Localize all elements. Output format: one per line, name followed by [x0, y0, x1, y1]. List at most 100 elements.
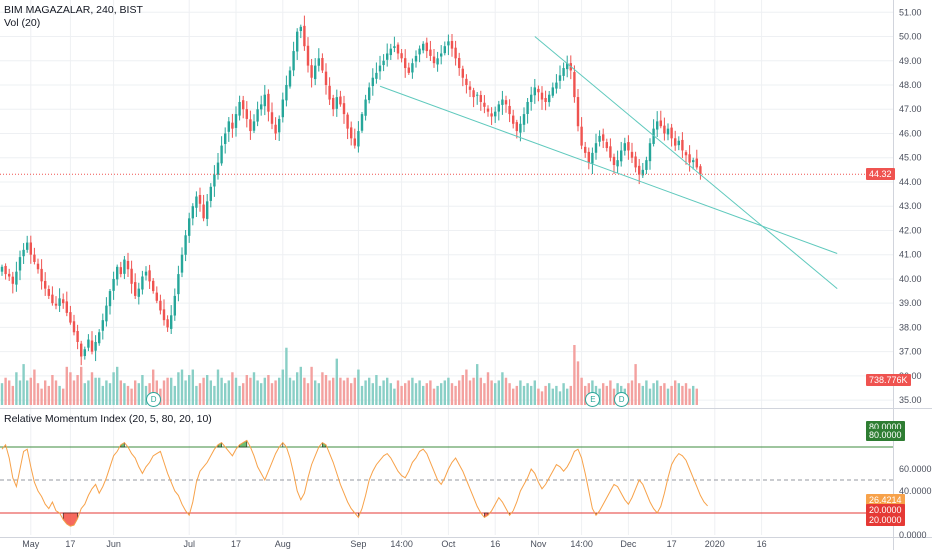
candle-body [274, 124, 277, 134]
time-tick-label: Jul [183, 539, 195, 549]
candle-body [144, 271, 148, 276]
candle-body [627, 142, 630, 151]
volume-bar [65, 366, 68, 405]
candle-body [616, 160, 619, 167]
time-tick-label: Sep [350, 539, 366, 549]
candle-body [501, 99, 504, 105]
volume-bar [411, 377, 414, 405]
time-tick-label: 17 [231, 539, 241, 549]
candle-body [224, 133, 227, 145]
volume-bar [490, 380, 493, 405]
candle-body [234, 114, 238, 128]
candle-body [450, 40, 454, 49]
candle-body [677, 140, 680, 146]
candle-body [454, 47, 457, 59]
time-tick-label: 14:00 [570, 539, 593, 549]
volume-bar [677, 383, 680, 405]
volume-bar [486, 372, 490, 405]
volume-bar [47, 385, 50, 405]
candle-body [612, 156, 616, 165]
volume-bar [227, 380, 230, 405]
candle-body [335, 97, 338, 109]
candle-body [321, 58, 324, 71]
candle-body [101, 320, 104, 331]
volume-bar [90, 372, 94, 405]
volume-bar [220, 377, 223, 405]
event-badge[interactable]: D [146, 392, 162, 407]
volume-bar [173, 385, 176, 405]
volume-bar [418, 380, 421, 405]
candle-body [328, 85, 331, 100]
volume-bar [8, 380, 11, 405]
candle-body [353, 138, 356, 146]
volume-bar [389, 383, 392, 405]
volume-bar [494, 383, 497, 405]
volume-bar [249, 377, 252, 405]
volume-bar [465, 369, 468, 405]
volume-bar [357, 369, 360, 405]
volume-bar [285, 347, 288, 405]
volume-bar [645, 380, 648, 405]
candle-body [90, 340, 94, 352]
volume-bar [346, 377, 349, 405]
volume-bar [51, 375, 54, 405]
volume-bar [188, 375, 191, 405]
rmi-high-tag: 80.0000 [866, 429, 905, 441]
volume-bar [108, 383, 112, 405]
candle-body [26, 242, 29, 250]
rmi-low-tag: 20.0000 [866, 514, 905, 526]
candle-body [540, 92, 544, 100]
volume-bar [339, 377, 342, 405]
price-tick-label: 48.00 [899, 80, 922, 90]
candle-body [555, 82, 558, 89]
candle-body [519, 123, 522, 133]
candle-body [216, 162, 220, 175]
time-tick-label: Oct [441, 539, 456, 549]
candle-body [40, 268, 43, 282]
volume-bar [382, 380, 385, 405]
volume-bar [422, 385, 425, 405]
candle-body [425, 42, 428, 52]
candle-body [126, 260, 130, 270]
candle-body [530, 94, 533, 103]
price-tick-label: 47.00 [899, 104, 922, 114]
volume-bar [663, 383, 666, 405]
volume-bar [526, 383, 529, 405]
candle-body [573, 72, 576, 98]
volume-value-tag: 738.776K [866, 374, 911, 386]
event-badge[interactable]: E [585, 392, 601, 407]
candle-body [202, 204, 205, 219]
rmi-legend: Relative Momentum Index (20, 5, 80, 20, … [4, 413, 212, 425]
candle-body [180, 254, 184, 273]
candle-body [252, 121, 256, 131]
rmi-tick-label: 60.0000 [899, 464, 932, 474]
price-tick-label: 51.00 [899, 7, 922, 17]
candle-body [674, 138, 677, 146]
candle-body [429, 49, 432, 56]
candle-body [148, 270, 151, 282]
volume-bar [116, 366, 119, 405]
volume-bar [83, 383, 86, 405]
volume-bar [425, 383, 428, 405]
volume-bar [443, 380, 446, 405]
time-tick-label: 17 [667, 539, 677, 549]
volume-bar [296, 372, 299, 405]
candle-body [551, 87, 554, 96]
candle-body [447, 41, 450, 46]
volume-bar [40, 388, 43, 405]
volume-bar [177, 372, 180, 405]
candle-body [544, 98, 547, 102]
volume-bar [72, 380, 76, 405]
candle-body [659, 120, 662, 127]
event-badge[interactable]: D [614, 392, 630, 407]
candle-body [587, 151, 590, 163]
candle-body [22, 249, 25, 257]
volume-bar [123, 383, 126, 405]
candle-body [436, 58, 439, 65]
volume-bar [270, 383, 274, 405]
candle-body [688, 154, 691, 163]
candle-body [278, 118, 281, 133]
volume-bar [292, 380, 295, 405]
volume-bar [11, 385, 14, 405]
